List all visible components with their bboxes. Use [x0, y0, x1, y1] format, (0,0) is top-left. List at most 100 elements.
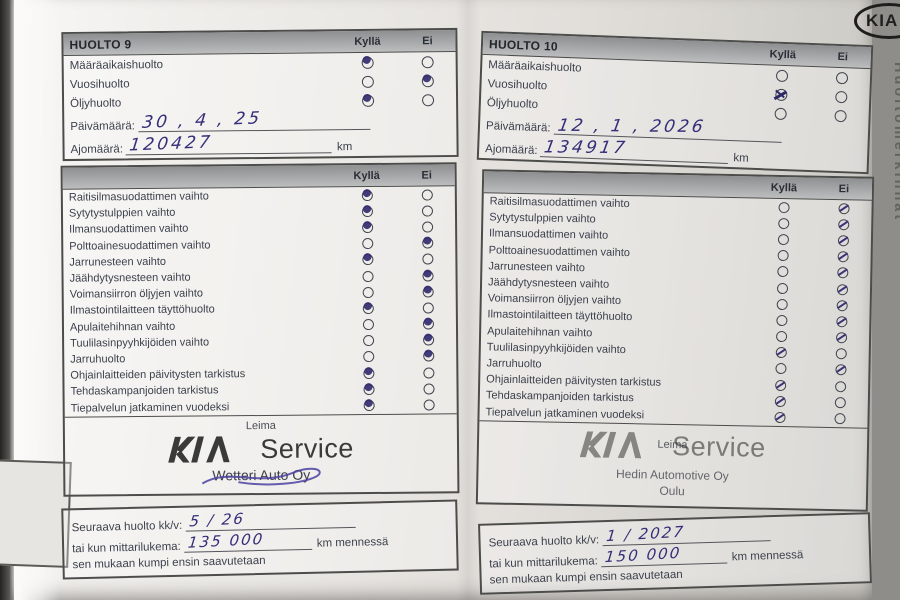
kylla-radio-circle	[776, 266, 788, 278]
ei-radio-circle	[422, 318, 434, 330]
ei-radio-circle	[422, 334, 434, 346]
ei-radio-circle	[421, 221, 433, 233]
kia-logo-icon	[579, 431, 642, 459]
booklet-left-edge	[0, 0, 16, 600]
ei-radio-circle	[835, 90, 848, 103]
handwritten-next-date: 1 / 2027	[605, 522, 686, 545]
dealer-stamp-area: Leima Service Wetteri Auto Oy	[64, 412, 458, 495]
checklist-item-label: Jäähdytysnesteen vaihto	[69, 271, 191, 285]
next-service-odometer-field: 135 000	[183, 529, 312, 553]
kylla-radio-circle	[775, 69, 789, 82]
kylla-radio-circle	[774, 107, 787, 120]
checklist-item-label: Polttoainesuodattimen vaihto	[69, 239, 211, 253]
ei-radio-circle	[833, 413, 846, 425]
kylla-radio-circle	[775, 331, 787, 343]
handwritten-odometer: 120427	[128, 132, 215, 156]
next-service-box: Seuraava huolto kk/v: 5 / 26 tai kun mit…	[61, 499, 459, 580]
kylla-radio-circle	[777, 233, 789, 246]
column-header-ei: Ei	[422, 34, 433, 47]
service-wordmark: Service	[260, 432, 354, 464]
ei-radio-circle	[421, 205, 433, 217]
checklist-item-label: Ilmastointilaitteen täyttöhuolto	[69, 303, 215, 318]
section-vertical-label: Huoltomerkinnät	[891, 62, 900, 223]
ei-radio-circle	[835, 315, 847, 328]
kylla-radio-circle	[361, 56, 374, 69]
ei-radio-circle	[837, 218, 849, 231]
service-summary-table: HUOLTO 9 Kyllä Ei Määräaikaishuolto Vuosi…	[61, 27, 459, 162]
dealer-name: Hedin Automotive Oy	[615, 466, 729, 483]
handwritten-next-odometer: 135 000	[186, 529, 265, 552]
checklist-item-label: Määräaikaishuolto	[69, 58, 164, 72]
checklist-rows: Raitisilmasuodattimen vaihto Sytytystulpp…	[63, 186, 457, 416]
kylla-radio-circle	[362, 302, 374, 315]
kylla-radio-circle	[777, 217, 789, 229]
checklist-item-label: Jarrunesteen vaihto	[69, 255, 167, 269]
ei-radio-circle	[835, 348, 847, 360]
ei-radio-circle	[421, 253, 433, 265]
ei-radio-circle	[422, 383, 435, 395]
checklist-item-label: Tuulilasinpyyhkijöiden vaihto	[70, 336, 210, 350]
kylla-radio-circle	[362, 367, 374, 379]
checklist-item-label: Raitisilmasuodattimen vaihto	[68, 190, 209, 204]
ei-radio-circle	[837, 235, 849, 247]
kylla-radio-circle	[361, 238, 373, 250]
column-header-kylla: Kyllä	[354, 35, 381, 48]
kylla-radio-circle	[363, 400, 375, 412]
ei-radio-circle	[834, 109, 847, 122]
kylla-radio-circle	[777, 250, 789, 262]
dealer-name: Wetteri Auto Oy	[201, 466, 321, 486]
service-summary-table: HUOLTO 10 Kyllä Ei Määräaikaishuolto Vuos…	[476, 30, 874, 175]
service-type-rows: Määräaikaishuolto Vuosihuolto Öljyhuolto	[64, 52, 457, 113]
checklist-item-label: Tiepalvelun jatkaminen vuodeksi	[70, 400, 230, 415]
checklist-item-label: Apulaitehihnan vaihto	[69, 320, 176, 334]
kylla-radio-circle	[362, 335, 374, 347]
kylla-radio-circle	[362, 286, 374, 298]
next-service-odometer-field: 150 000	[600, 543, 727, 567]
kylla-radio-circle	[362, 94, 375, 107]
checklist-item-label: Vuosihuolto	[69, 77, 130, 91]
kylla-radio-circle	[775, 88, 788, 101]
kylla-radio-circle	[775, 347, 787, 359]
ei-radio-circle	[421, 270, 434, 282]
handwritten-next-date: 5 / 26	[188, 509, 246, 531]
ei-radio-circle	[834, 380, 846, 392]
kylla-radio-circle	[774, 395, 786, 407]
checklist-item-label: Ohjainlaitteiden päivitysten tarkistus	[70, 368, 246, 382]
kylla-radio-circle	[361, 205, 373, 217]
column-header-ei: Ei	[421, 168, 432, 182]
ei-radio-circle	[421, 189, 433, 201]
kylla-radio-circle	[361, 75, 374, 88]
page-title: HUOLTO 9	[69, 36, 132, 52]
kylla-radio-circle	[773, 411, 786, 424]
ei-radio-circle	[421, 237, 433, 249]
odometer-field: 134917	[540, 137, 729, 164]
checklist-item-label: Öljyhuolto	[70, 96, 122, 110]
ei-radio-circle	[423, 399, 435, 411]
kylla-radio-circle	[776, 298, 788, 310]
ei-radio-circle	[834, 364, 847, 376]
checklist-item-label: Voimansiirron öljyjen vaihto	[69, 287, 204, 301]
kylla-radio-circle	[774, 363, 787, 375]
checklist-rows: Raitisilmasuodattimen vaihto Sytytystulpp…	[479, 193, 871, 427]
kylla-radio-circle	[361, 189, 373, 201]
odometer-line: Ajomäärä: 120427 km	[70, 132, 353, 156]
ei-radio-circle	[836, 267, 848, 279]
handwritten-odometer: 134917	[542, 137, 630, 159]
service-record-huolto-9: HUOLTO 9 Kyllä Ei Määräaikaishuolto Vuosi…	[60, 27, 460, 580]
ei-radio-circle	[422, 286, 434, 298]
ei-radio-circle	[837, 251, 849, 263]
kylla-radio-circle	[362, 319, 374, 331]
kylla-radio-circle	[774, 379, 786, 391]
kylla-radio-circle	[362, 383, 375, 395]
kylla-radio-circle	[776, 282, 788, 294]
booklet-page-paper	[10, 0, 872, 600]
checklist-item-label: Tehdaskampanjoiden tarkistus	[70, 384, 219, 398]
next-service-box: Seuraava huolto kk/v: 1 / 2027 tai kun m…	[478, 511, 872, 595]
odometer-field: 120427	[125, 132, 333, 156]
kylla-radio-circle	[361, 270, 374, 282]
ei-radio-circle	[837, 202, 850, 214]
service-record-huolto-10: HUOLTO 10 Kyllä Ei Määräaikaishuolto Vuos…	[475, 30, 875, 595]
ei-radio-circle	[422, 302, 434, 314]
ei-radio-circle	[422, 367, 434, 379]
column-header-ei: Ei	[837, 50, 849, 63]
